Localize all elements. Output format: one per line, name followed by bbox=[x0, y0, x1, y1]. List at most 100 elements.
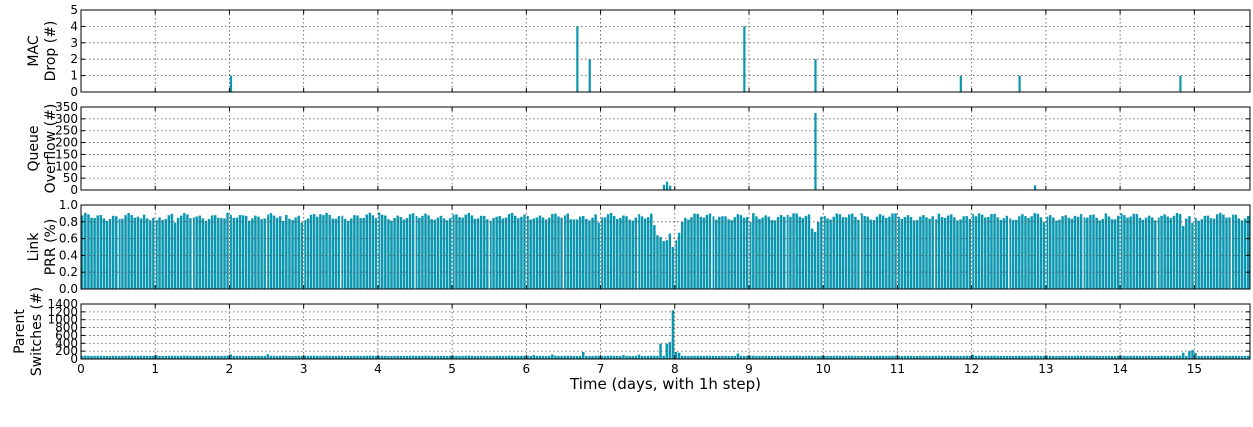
parent-switches-bar bbox=[736, 353, 740, 359]
link-prr-bar bbox=[155, 220, 158, 289]
parent-switches-bar bbox=[513, 355, 517, 359]
link-prr-bar bbox=[903, 217, 907, 289]
link-prr-bar bbox=[118, 218, 121, 289]
parent-switches-bar bbox=[275, 355, 279, 359]
parent-switches-bar bbox=[900, 355, 904, 359]
parent-switches-bar bbox=[1005, 355, 1009, 359]
link-prr-bar bbox=[885, 217, 888, 289]
link-prr-bar bbox=[309, 214, 313, 289]
parent-switches-bar bbox=[1018, 355, 1021, 359]
link-prr-bar bbox=[1166, 216, 1169, 289]
link-prr-bar bbox=[653, 225, 656, 289]
queue-overflow-bar bbox=[1033, 185, 1037, 190]
link-prr-bar bbox=[538, 215, 542, 289]
link-prr-bar bbox=[987, 216, 990, 289]
link-prr-bar bbox=[526, 215, 529, 289]
link-prr-bar bbox=[835, 213, 839, 289]
link-prr-bar bbox=[532, 218, 536, 289]
link-prr-bar bbox=[343, 218, 347, 289]
parent-switches-bar bbox=[198, 355, 202, 359]
parent-switches-bar bbox=[600, 355, 604, 359]
mac-drop-bar bbox=[959, 75, 962, 92]
parent-switches-bar bbox=[1061, 355, 1064, 359]
link-prr-bar bbox=[1033, 213, 1037, 289]
parent-switches-bar bbox=[121, 355, 124, 359]
parent-switches-bar bbox=[343, 355, 347, 359]
parent-switches-bar bbox=[504, 355, 508, 359]
link-prr-bar bbox=[111, 215, 115, 289]
link-prr-bar bbox=[646, 217, 650, 289]
y-tick-label: 50 bbox=[63, 171, 78, 185]
parent-switches-frame bbox=[80, 303, 1251, 360]
parent-switches-bar bbox=[851, 355, 854, 359]
link-prr-bar bbox=[714, 219, 718, 289]
parent-switches-bar bbox=[217, 355, 220, 359]
parent-switches-bar bbox=[724, 355, 727, 359]
link-prr-bar bbox=[863, 215, 866, 289]
parent-switches-bar bbox=[235, 355, 239, 359]
link-prr-bar bbox=[931, 216, 934, 289]
link-prr-bar bbox=[622, 215, 625, 289]
y-axis-label-line1: Link bbox=[26, 232, 42, 262]
y-tick-label: 2 bbox=[70, 52, 78, 66]
parent-switches-bar bbox=[554, 355, 557, 359]
parent-switches-bar bbox=[1076, 355, 1080, 359]
parent-switches-bar bbox=[402, 355, 406, 359]
link-prr-bar bbox=[702, 217, 706, 289]
parent-switches-bar bbox=[705, 355, 709, 359]
y-tick-label: 0.6 bbox=[59, 232, 78, 246]
parent-switches-bar bbox=[238, 355, 242, 359]
parent-switches-bar bbox=[922, 355, 925, 359]
link-prr-bar bbox=[922, 215, 925, 289]
parent-switches-bar bbox=[597, 355, 600, 359]
link-prr-bar bbox=[439, 215, 443, 289]
parent-switches-bar bbox=[374, 355, 378, 359]
link-prr-bar bbox=[507, 214, 511, 289]
link-prr-bar bbox=[696, 213, 699, 289]
link-prr-bar bbox=[1042, 221, 1046, 289]
parent-switches-bar bbox=[269, 355, 273, 359]
link-prr-bar bbox=[1219, 212, 1222, 289]
link-prr-bar bbox=[362, 217, 365, 289]
link-prr-bar bbox=[458, 217, 461, 289]
parent-switches-bar bbox=[226, 355, 229, 359]
link-prr-bar bbox=[1188, 216, 1191, 289]
queue-overflow-bar bbox=[814, 112, 817, 190]
parent-switches-bar bbox=[303, 355, 307, 359]
parent-switches-bar bbox=[430, 355, 433, 359]
link-prr-bar bbox=[919, 216, 922, 289]
parent-switches-bar bbox=[241, 355, 245, 359]
parent-switches-bar bbox=[229, 354, 232, 359]
parent-switches-bar bbox=[1027, 355, 1030, 359]
link-prr-bar bbox=[260, 219, 263, 289]
link-prr-bar bbox=[229, 214, 232, 289]
parent-switches-bar bbox=[492, 355, 495, 359]
parent-switches-bar bbox=[1095, 355, 1098, 359]
parent-switches-bar bbox=[640, 355, 644, 359]
parent-switches-bar bbox=[111, 355, 115, 359]
parent-switches-bar bbox=[844, 355, 848, 359]
link-prr-bar bbox=[1129, 216, 1132, 289]
link-prr-bar bbox=[1079, 214, 1083, 289]
parent-switches-bar bbox=[387, 355, 390, 359]
parent-switches-bar bbox=[139, 355, 143, 359]
parent-switches-bar bbox=[1107, 355, 1111, 359]
link-prr-bar bbox=[959, 219, 962, 289]
parent-switches-bar bbox=[1172, 355, 1176, 359]
parent-switches-bar bbox=[223, 355, 226, 359]
parent-switches-bar bbox=[399, 355, 403, 359]
parent-switches-bar bbox=[866, 355, 870, 359]
mac-drop-ylabel: MAC Drop (#) bbox=[26, 21, 59, 82]
y-tick-label: 150 bbox=[55, 147, 78, 161]
link-prr-bar bbox=[597, 222, 600, 289]
link-prr-bar bbox=[1045, 216, 1049, 289]
link-prr-bar bbox=[325, 212, 328, 289]
parent-switches-bar bbox=[1126, 355, 1129, 359]
link-prr-frame bbox=[80, 204, 1251, 290]
link-prr-bar bbox=[786, 215, 789, 289]
link-prr-bar bbox=[81, 215, 84, 289]
link-prr-bar bbox=[557, 216, 560, 289]
link-prr-bar bbox=[554, 213, 557, 289]
